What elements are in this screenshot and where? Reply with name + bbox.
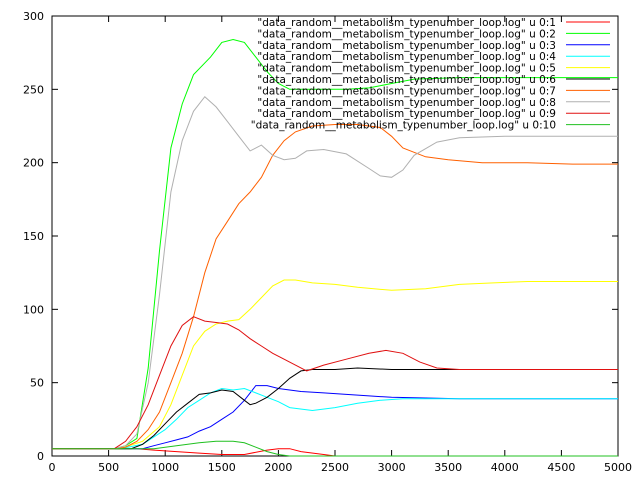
- x-tick-label: 1500: [208, 461, 236, 474]
- legend-label: "data_random__metabolism_typenumber_loop…: [257, 108, 556, 120]
- legend-label: "data_random__metabolism_typenumber_loop…: [257, 74, 556, 86]
- y-tick-label: 150: [23, 230, 44, 243]
- axis-ticks: 0 500 1000 1500 2000 2500 3000 3500 4000 4500 5000…: [23, 10, 632, 474]
- series-line-10: [52, 440, 618, 457]
- x-tick-label: 3000: [378, 461, 406, 474]
- legend-label: "data_random__metabolism_typenumber_loop…: [257, 51, 556, 63]
- y-tick-label: 100: [23, 303, 44, 316]
- legend-label: "data_random__metabolism_typenumber_loop…: [257, 28, 556, 40]
- y-tick-label: 300: [23, 10, 44, 23]
- y-tick-label: 50: [30, 377, 44, 390]
- x-tick-label: 500: [98, 461, 119, 474]
- series-line-5: [52, 279, 618, 450]
- x-tick-label: 4000: [491, 461, 519, 474]
- series-line-8: [52, 95, 618, 450]
- legend-label: "data_random__metabolism_typenumber_loop…: [257, 63, 556, 75]
- series-line-3: [52, 385, 618, 450]
- y-tick-label: 0: [37, 450, 44, 463]
- x-tick-label: 4500: [547, 461, 575, 474]
- x-tick-label: 2000: [264, 461, 292, 474]
- legend-label: "data_random__metabolism_typenumber_loop…: [257, 85, 556, 97]
- y-tick-label: 200: [23, 157, 44, 170]
- x-tick-label: 5000: [604, 461, 632, 474]
- series-line-7: [52, 124, 618, 450]
- x-tick-label: 2500: [321, 461, 349, 474]
- series-line-9: [52, 316, 618, 450]
- legend-label: "data_random__metabolism_typenumber_loop…: [251, 120, 556, 132]
- x-tick-label: 3500: [434, 461, 462, 474]
- x-tick-label: 0: [49, 461, 56, 474]
- legend-label: "data_random__metabolism_typenumber_loop…: [257, 17, 556, 29]
- series-line-6: [52, 367, 618, 450]
- y-tick-label: 250: [23, 83, 44, 96]
- legend-label: "data_random__metabolism_typenumber_loop…: [257, 40, 556, 52]
- x-tick-label: 1000: [151, 461, 179, 474]
- series-layer: [52, 38, 618, 457]
- legend: "data_random__metabolism_typenumber_loop…: [251, 17, 610, 132]
- series-line-2: [52, 38, 618, 450]
- series-line-4: [52, 387, 618, 450]
- legend-label: "data_random__metabolism_typenumber_loop…: [257, 97, 556, 109]
